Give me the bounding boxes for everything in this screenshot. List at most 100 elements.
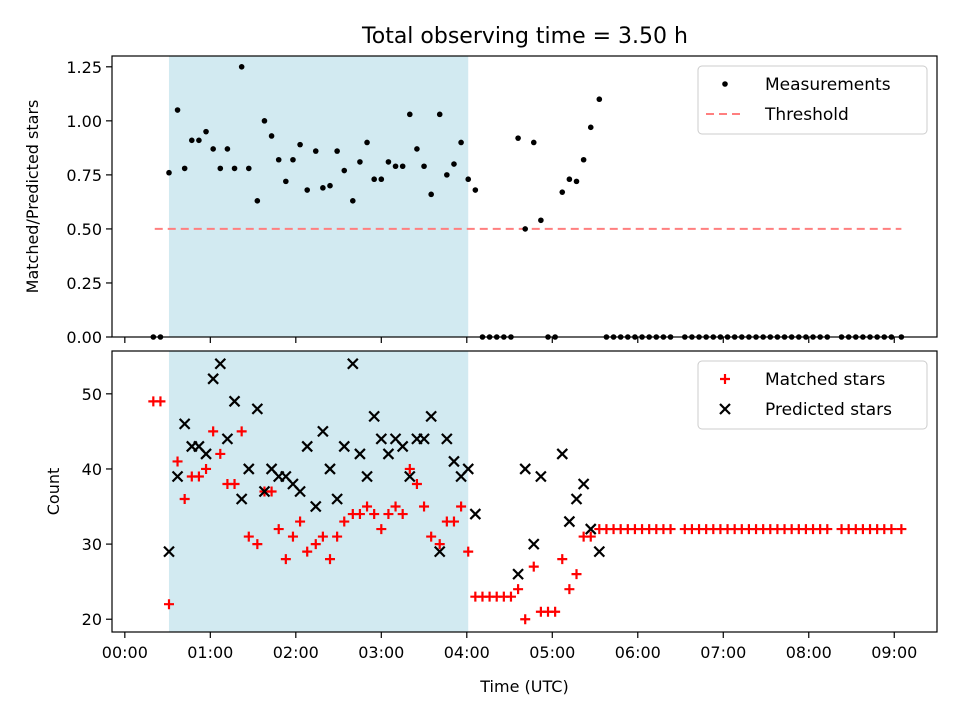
- bottom-point-1-19: [301, 440, 313, 453]
- bottom-point-0-34: [397, 509, 408, 520]
- bottom-point-0-32: [383, 509, 394, 520]
- bottom-point-0-14: [252, 539, 263, 550]
- bottom-point-1-37: [433, 545, 446, 558]
- bottom-point-0-55: [550, 606, 561, 617]
- bottom-point-0-56: [557, 554, 568, 565]
- bottom-point-1-11: [243, 463, 255, 475]
- bottom-legend-label-1: Predicted stars: [765, 400, 892, 420]
- bottom-point-1-50: [577, 478, 590, 490]
- bottom-point-0-35: [404, 463, 415, 474]
- legend-marker-matched: [720, 374, 730, 384]
- top-point-0-53: [538, 217, 544, 224]
- bottom-point-1-20: [309, 500, 322, 513]
- bottom-point-0-2: [163, 599, 174, 610]
- top-ytick-label-1: 0.25: [66, 274, 102, 293]
- top-point-0-24: [327, 182, 333, 189]
- top-point-0-10: [224, 146, 231, 152]
- bottom-ylabel: Count: [44, 468, 63, 516]
- top-point-0-13: [245, 165, 252, 172]
- bottom-point-0-52: [528, 561, 539, 572]
- bottom-point-1-48: [563, 515, 576, 528]
- bottom-point-0-37: [419, 501, 430, 512]
- bottom-point-1-21: [317, 425, 329, 438]
- bottom-ytick-label-1: 30: [82, 535, 102, 554]
- bottom-point-0-60: [585, 531, 596, 542]
- bottom-point-0-11: [229, 478, 240, 489]
- top-ytick-label-5: 1.25: [66, 58, 102, 77]
- bottom-point-0-6: [193, 471, 204, 482]
- bottom-point-1-42: [469, 508, 482, 520]
- bottom-point-0-49: [505, 591, 516, 602]
- top-point-0-14: [254, 198, 261, 204]
- bottom-point-1-2: [178, 418, 191, 430]
- bottom-point-1-47: [556, 448, 569, 460]
- top-panel: 0.00 0.25 0.50 0.75 1.00 1.25 Matched/Predicte…: [23, 55, 938, 347]
- bottom-point-0-16: [266, 486, 277, 497]
- bottom-point-0-50: [513, 584, 524, 595]
- top-point-0-7: [203, 128, 209, 135]
- top-point-0-42: [458, 139, 464, 146]
- bottom-point-1-46: [535, 470, 547, 483]
- top-point-0-39: [436, 111, 443, 118]
- top-point-0-5: [188, 137, 195, 144]
- bottom-point-1-25: [347, 357, 359, 370]
- bottom-point-0-26: [339, 516, 350, 527]
- bottom-point-1-1: [171, 470, 184, 483]
- bottom-point-0-39: [434, 539, 445, 550]
- top-point-0-31: [378, 176, 385, 183]
- xtick-label-4: 04:00: [444, 643, 490, 662]
- top-ytick-label-4: 1.00: [66, 112, 102, 131]
- top-point-0-28: [357, 159, 363, 165]
- top-point-0-35: [406, 111, 413, 118]
- top-legend-box: [697, 65, 928, 135]
- top-point-0-12: [238, 64, 245, 70]
- bottom-point-1-41: [462, 463, 474, 475]
- top-point-0-29: [364, 139, 370, 146]
- top-point-0-2: [166, 169, 172, 176]
- bottom-point-1-9: [228, 395, 241, 408]
- xtick-label-0: 00:00: [102, 643, 148, 662]
- bottom-point-0-1: [155, 396, 166, 407]
- bottom-point-0-42: [456, 501, 467, 512]
- xtick-label-8: 08:00: [786, 643, 832, 662]
- top-point-0-32: [385, 159, 392, 165]
- bottom-point-1-5: [200, 448, 212, 460]
- top-point-0-17: [275, 156, 282, 163]
- bottom-point-1-13: [258, 485, 271, 498]
- bottom-point-0-51: [520, 614, 531, 625]
- bottom-point-0-100: [886, 524, 897, 535]
- top-point-0-3: [174, 107, 181, 113]
- bottom-point-0-22: [310, 539, 321, 550]
- top-point-0-20: [297, 141, 303, 148]
- top-point-0-44: [472, 187, 479, 193]
- bottom-point-1-45: [527, 538, 540, 550]
- bottom-point-1-7: [214, 357, 227, 370]
- bottom-point-1-35: [418, 433, 430, 445]
- legend-marker-predicted: [719, 403, 731, 415]
- xtick-label-5: 05:00: [529, 643, 575, 662]
- bottom-point-0-29: [362, 501, 373, 512]
- bottom-point-0-17: [273, 524, 284, 535]
- bottom-point-1-12: [251, 403, 264, 415]
- bottom-ytick-label-3: 50: [82, 385, 102, 404]
- bottom-point-0-28: [354, 509, 365, 520]
- top-point-0-51: [522, 226, 529, 232]
- bottom-point-1-23: [331, 493, 343, 505]
- bottom-point-1-0: [163, 545, 175, 558]
- bottom-point-0-92: [822, 524, 833, 535]
- top-point-0-52: [530, 139, 537, 146]
- top-legend-label-1: Threshold: [764, 105, 849, 125]
- bottom-point-1-52: [593, 545, 606, 558]
- top-point-0-58: [573, 178, 580, 185]
- top-point-0-25: [334, 148, 340, 154]
- bottom-point-1-36: [425, 410, 437, 423]
- top-point-0-21: [304, 187, 311, 193]
- legend-marker-measurements: [722, 81, 728, 87]
- bottom-point-0-71: [665, 524, 676, 535]
- bottom-point-0-3: [172, 456, 183, 467]
- bottom-series-0: [148, 396, 907, 625]
- top-point-0-30: [371, 176, 377, 183]
- top-shaded-span: [168, 56, 469, 337]
- bottom-axes-frame: [111, 350, 938, 633]
